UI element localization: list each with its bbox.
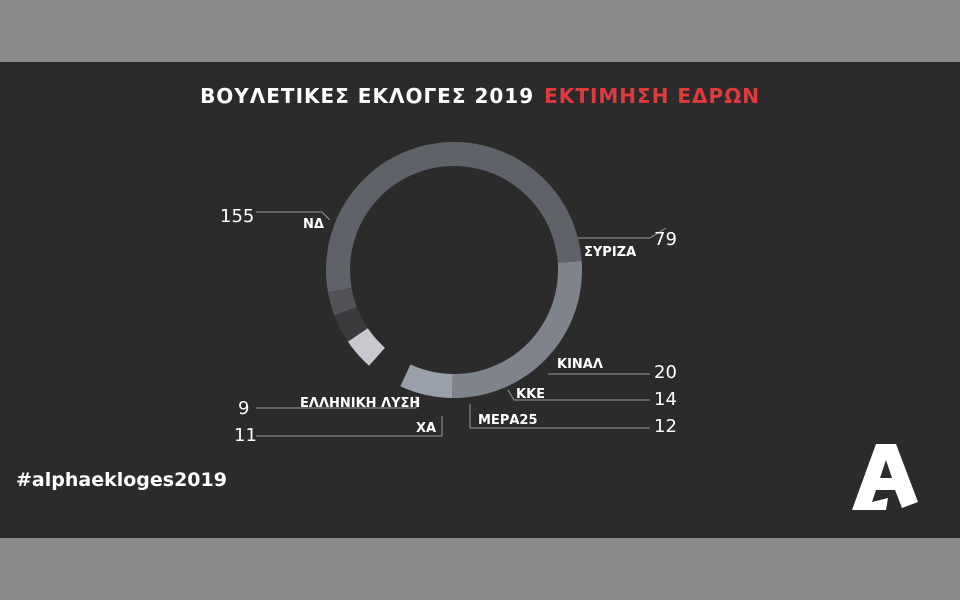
slice-value-5: 11 bbox=[234, 425, 257, 446]
slice-0 bbox=[325, 141, 582, 293]
slice-label-6: ΕΛΛΗΝΙΚΗ ΛΥΣΗ bbox=[300, 396, 420, 411]
hashtag-text: #alphaekloges2019 bbox=[16, 469, 227, 491]
slice-1 bbox=[452, 261, 582, 398]
slice-value-4: 12 bbox=[654, 416, 677, 437]
slice-value-3: 14 bbox=[654, 389, 677, 410]
slice-value-1: 79 bbox=[654, 229, 677, 250]
slice-label-2: ΚΙΝΑΛ bbox=[557, 357, 603, 372]
slice-label-4: ΜΕΡΑ25 bbox=[478, 413, 538, 428]
slice-5 bbox=[334, 306, 368, 342]
leader-line-3 bbox=[507, 389, 650, 401]
alpha-logo-icon bbox=[852, 444, 918, 510]
slice-4 bbox=[347, 328, 385, 366]
slice-label-0: ΝΔ bbox=[303, 217, 324, 232]
leader-line-0 bbox=[256, 211, 331, 221]
slice-value-6: 9 bbox=[238, 398, 249, 419]
page-title: ΒΟΥΛΕΤΙΚΕΣ ΕΚΛΟΓΕΣ 2019 ΕΚΤΙΜΗΣΗ ΕΔΡΩΝ bbox=[0, 84, 960, 108]
leader-line-6 bbox=[256, 396, 417, 409]
slice-label-1: ΣΥΡΙΖΑ bbox=[584, 245, 636, 260]
title-highlight: ΕΚΤΙΜΗΣΗ ΕΔΡΩΝ bbox=[544, 84, 760, 108]
leader-line-1 bbox=[578, 227, 667, 239]
slice-value-0: 155 bbox=[220, 206, 254, 227]
slice-6 bbox=[327, 288, 357, 316]
leader-line-5 bbox=[256, 416, 443, 437]
slice-label-3: ΚΚΕ bbox=[516, 387, 545, 402]
slice-value-2: 20 bbox=[654, 362, 677, 383]
leader-line-4 bbox=[469, 404, 650, 429]
slice-2 bbox=[400, 364, 453, 398]
slice-3 bbox=[369, 347, 411, 387]
slice-label-5: ΧΑ bbox=[416, 421, 436, 436]
chart-panel bbox=[0, 62, 960, 538]
title-main: ΒΟΥΛΕΤΙΚΕΣ ΕΚΛΟΓΕΣ 2019 bbox=[200, 84, 535, 108]
